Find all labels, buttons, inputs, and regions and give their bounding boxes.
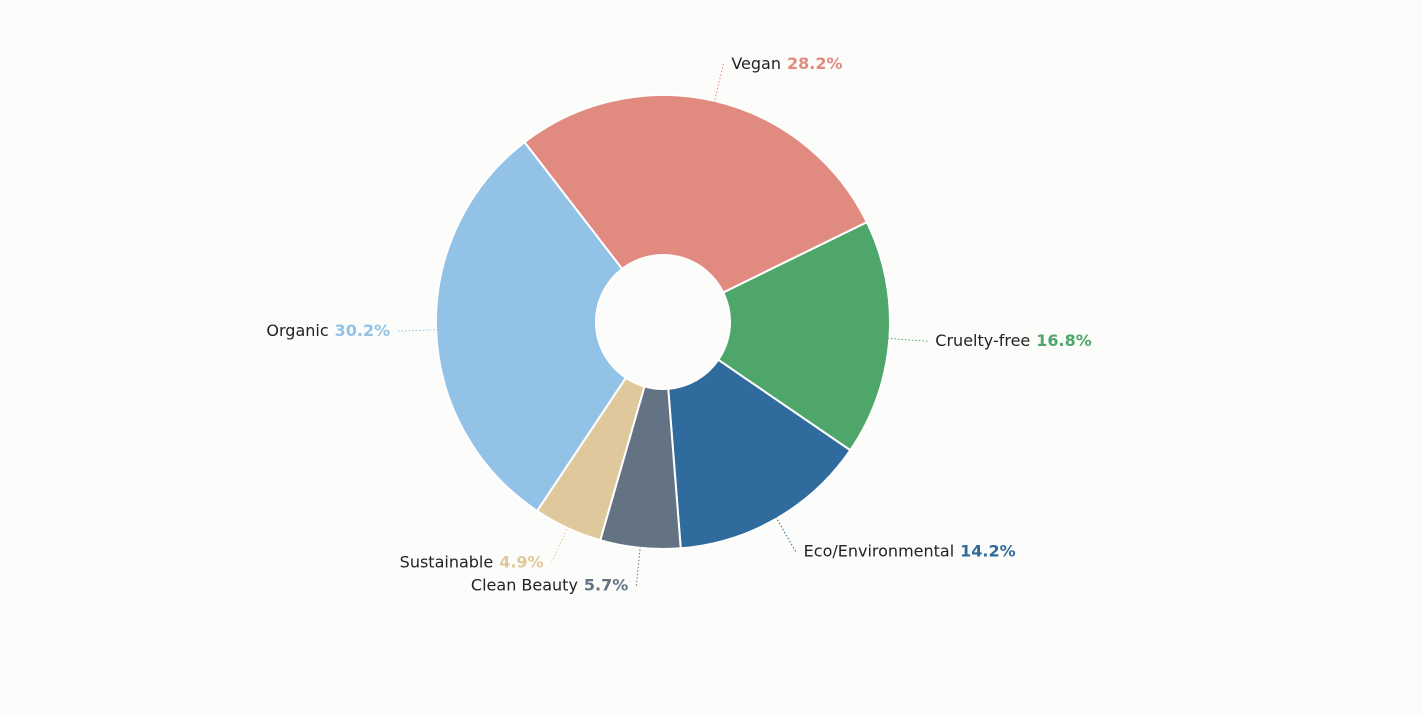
slice	[667, 358, 852, 550]
slice-label: Cruelty-free 16.8%	[935, 331, 1091, 350]
slice-label: Organic 30.2%	[266, 321, 390, 340]
value-label: 5.7%	[584, 575, 628, 594]
category-name: Clean Beauty	[471, 575, 578, 594]
slice-label: Vegan 28.2%	[731, 53, 842, 72]
category-name: Eco/Environmental	[804, 541, 955, 560]
slice	[435, 140, 628, 513]
slice-label: Clean Beauty 5.7%	[471, 575, 628, 594]
category-name: Organic	[266, 321, 328, 340]
value-label: 30.2%	[335, 321, 391, 340]
category-name: Vegan	[731, 53, 781, 72]
category-name: Cruelty-free	[935, 331, 1030, 350]
slice	[716, 220, 891, 452]
slice	[523, 94, 869, 294]
value-label: 4.9%	[499, 552, 543, 571]
value-label: 14.2%	[960, 541, 1016, 560]
category-name: Sustainable	[400, 552, 494, 571]
value-label: 16.8%	[1036, 331, 1092, 350]
slice-label: Eco/Environmental 14.2%	[804, 541, 1016, 560]
value-label: 28.2%	[787, 53, 843, 72]
slice-label: Sustainable 4.9%	[400, 552, 544, 571]
